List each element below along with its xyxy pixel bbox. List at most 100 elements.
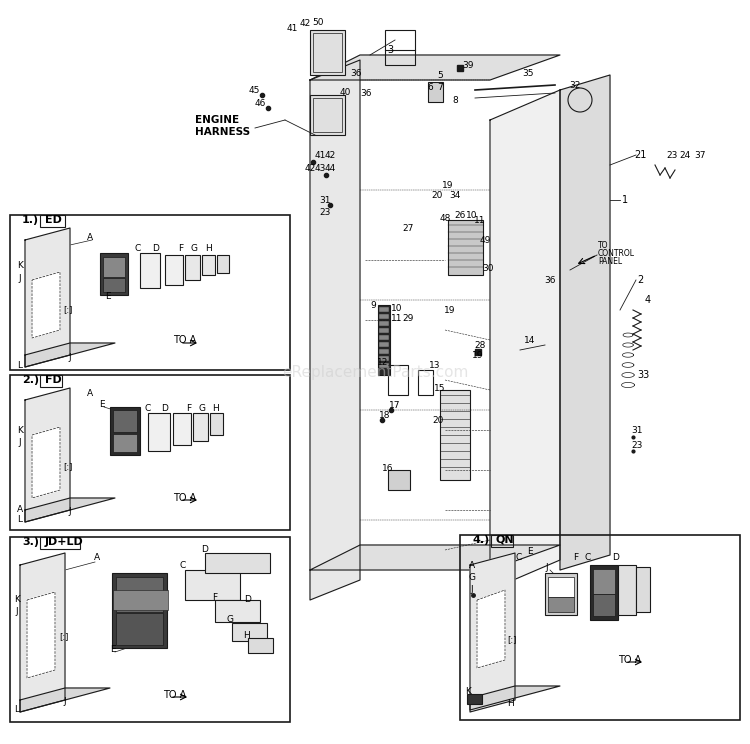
Text: 3: 3 xyxy=(387,45,393,55)
Bar xyxy=(385,30,415,65)
Bar xyxy=(590,565,618,620)
Polygon shape xyxy=(32,427,60,498)
Text: eReplacementParts.com: eReplacementParts.com xyxy=(282,365,468,379)
Bar xyxy=(313,33,342,72)
Polygon shape xyxy=(25,228,70,367)
Bar xyxy=(448,220,483,275)
Bar xyxy=(310,30,345,75)
Bar xyxy=(378,305,390,375)
Text: G: G xyxy=(190,243,197,252)
Bar xyxy=(618,565,636,615)
Text: 41: 41 xyxy=(286,24,298,33)
Bar xyxy=(548,597,574,612)
Text: G: G xyxy=(226,615,233,624)
Text: 19: 19 xyxy=(472,350,484,359)
Text: E: E xyxy=(99,400,105,408)
Bar xyxy=(379,363,389,368)
Text: J: J xyxy=(64,698,66,707)
Text: 42: 42 xyxy=(299,19,310,28)
Text: E: E xyxy=(105,292,111,301)
Text: 32: 32 xyxy=(569,80,580,89)
Text: 30: 30 xyxy=(482,263,494,272)
Text: F: F xyxy=(187,403,191,412)
Polygon shape xyxy=(470,686,560,710)
Polygon shape xyxy=(310,55,560,80)
Text: 15: 15 xyxy=(434,383,445,393)
Polygon shape xyxy=(310,545,560,570)
Text: J: J xyxy=(471,586,473,594)
Bar xyxy=(379,349,389,354)
Polygon shape xyxy=(32,272,60,338)
Bar xyxy=(103,278,125,292)
Text: 26: 26 xyxy=(454,211,466,219)
Text: A: A xyxy=(87,232,93,242)
Bar xyxy=(185,255,200,280)
Text: 40: 40 xyxy=(339,88,351,97)
Text: G: G xyxy=(199,403,206,412)
Bar xyxy=(388,470,410,490)
Polygon shape xyxy=(25,498,115,522)
Text: CONTROL: CONTROL xyxy=(598,248,635,257)
Bar xyxy=(113,590,168,610)
Text: A: A xyxy=(469,560,475,569)
Text: 29: 29 xyxy=(402,313,414,322)
Text: 3.): 3.) xyxy=(22,537,39,547)
Text: 35: 35 xyxy=(522,68,534,77)
Text: F: F xyxy=(178,243,184,252)
Text: H: H xyxy=(507,699,513,708)
Text: FD: FD xyxy=(45,375,62,385)
Bar xyxy=(148,413,170,451)
Text: E: E xyxy=(110,646,116,655)
Bar xyxy=(379,342,389,347)
Text: 14: 14 xyxy=(524,336,536,344)
Text: 45: 45 xyxy=(248,86,259,94)
Text: TO A: TO A xyxy=(173,335,196,345)
Text: 36: 36 xyxy=(360,89,372,97)
Bar xyxy=(40,375,62,387)
Bar xyxy=(10,375,290,530)
Text: D: D xyxy=(613,554,620,562)
Text: J: J xyxy=(69,507,71,516)
Text: 36: 36 xyxy=(350,68,361,77)
Text: 18: 18 xyxy=(380,411,391,420)
Text: L: L xyxy=(14,705,20,714)
Polygon shape xyxy=(490,90,560,590)
Bar xyxy=(379,321,389,326)
Text: QN: QN xyxy=(495,535,514,545)
Text: 27: 27 xyxy=(402,223,414,233)
Text: 16: 16 xyxy=(382,464,394,472)
Bar xyxy=(40,215,65,227)
Text: 44: 44 xyxy=(325,164,336,173)
Bar xyxy=(418,370,433,395)
Text: TO A: TO A xyxy=(618,655,641,665)
Text: 23: 23 xyxy=(632,440,643,449)
Text: K: K xyxy=(17,260,23,269)
Text: 34: 34 xyxy=(449,190,460,199)
Text: A: A xyxy=(87,388,93,397)
Text: 6: 6 xyxy=(427,83,433,92)
Bar xyxy=(215,600,260,622)
Text: 12: 12 xyxy=(377,358,388,367)
Polygon shape xyxy=(470,553,515,712)
Text: 42: 42 xyxy=(325,150,336,159)
Text: J: J xyxy=(69,353,71,362)
Bar xyxy=(593,594,615,616)
Bar xyxy=(636,567,650,612)
Bar xyxy=(388,365,408,395)
Text: K: K xyxy=(17,426,23,434)
Text: G: G xyxy=(469,572,476,582)
Text: TO A: TO A xyxy=(164,690,187,700)
Text: 31: 31 xyxy=(320,196,331,205)
Text: 48: 48 xyxy=(440,214,451,222)
Text: 46: 46 xyxy=(254,98,266,107)
Bar xyxy=(165,255,183,285)
Text: 21: 21 xyxy=(634,150,646,160)
Bar xyxy=(379,307,389,312)
Text: D: D xyxy=(244,595,251,604)
Text: 24: 24 xyxy=(680,150,691,159)
Text: TO: TO xyxy=(598,240,608,249)
Text: TO A: TO A xyxy=(173,493,196,503)
Text: 2: 2 xyxy=(637,275,643,285)
Bar xyxy=(248,638,273,653)
Text: 39: 39 xyxy=(462,60,474,69)
